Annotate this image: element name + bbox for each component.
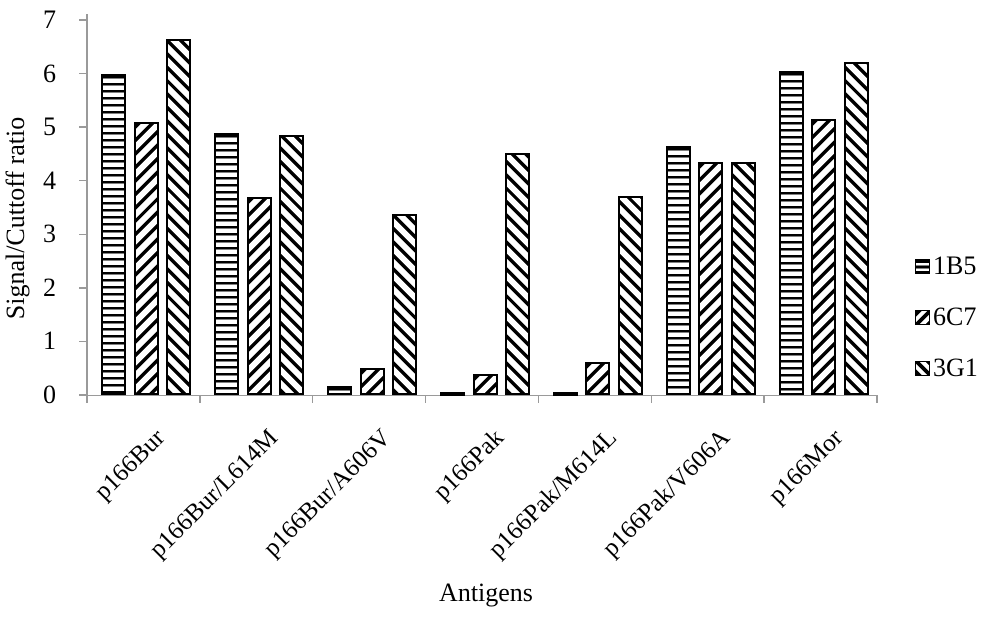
x-tick-mark	[86, 395, 88, 403]
legend-marker-6c7-icon	[915, 309, 930, 325]
x-axis-line	[79, 394, 878, 396]
bar-6c7	[811, 119, 837, 395]
x-tick-mark	[537, 395, 540, 403]
legend-marker-3g1-icon	[915, 360, 930, 376]
legend-label: 3G1	[933, 353, 978, 382]
legend-label: 1B5	[933, 251, 977, 280]
x-tick-mark	[199, 395, 201, 403]
x-tick-mark	[876, 395, 878, 403]
bar-3g1	[843, 61, 869, 395]
bar-3g1	[279, 135, 305, 395]
y-tick-mark	[79, 233, 87, 236]
x-tick-mark	[650, 395, 653, 403]
y-axis-tick-label: 7	[43, 5, 56, 34]
bar-6c7	[133, 121, 159, 395]
x-axis-title: Antigens	[439, 578, 533, 607]
bar-6c7	[585, 361, 611, 395]
bar-6c7	[472, 373, 498, 395]
bar-1b5	[665, 145, 691, 395]
bar-6c7	[359, 368, 385, 395]
legend-label: 6C7	[933, 302, 977, 331]
y-tick-mark	[79, 340, 87, 343]
bar-1b5	[552, 392, 578, 396]
bar-3g1	[392, 214, 418, 395]
legend-item: 1B5	[915, 251, 978, 281]
bar-1b5	[101, 73, 127, 395]
bar-3g1	[505, 152, 530, 395]
legend-item: 3G1	[915, 353, 978, 383]
legend-marker-1b5-icon	[915, 258, 930, 274]
x-category-label: p166Bur	[89, 424, 171, 505]
bar-6c7	[246, 196, 272, 395]
y-axis-tick-label: 0	[43, 380, 56, 409]
x-tick-mark	[311, 395, 314, 403]
y-axis-tick-label: 6	[43, 58, 56, 88]
bar-1b5	[327, 385, 353, 395]
y-axis-tick-label: 4	[43, 165, 56, 195]
y-tick-mark	[79, 179, 87, 182]
x-tick-mark	[763, 395, 765, 403]
bar-1b5	[214, 132, 240, 395]
y-tick-mark	[79, 126, 87, 128]
y-axis-tick-label: 3	[43, 219, 56, 249]
y-axis-tick-label: 2	[43, 272, 56, 302]
bar-3g1	[617, 195, 643, 395]
bar-1b5	[440, 392, 465, 396]
bar-3g1	[730, 161, 756, 395]
bar-6c7	[698, 161, 724, 395]
y-axis-tick-label: 5	[43, 112, 56, 142]
y-axis-tick-label: 1	[43, 326, 56, 356]
y-tick-mark	[79, 72, 87, 75]
y-tick-mark	[79, 394, 87, 396]
y-tick-mark	[79, 19, 87, 21]
x-tick-mark	[424, 395, 427, 403]
legend-item: 6C7	[915, 302, 978, 332]
legend: 1B5 6C7 3G1	[915, 251, 978, 404]
bar-1b5	[778, 70, 804, 395]
y-tick-mark	[79, 287, 87, 289]
bar-3g1	[166, 38, 192, 395]
y-axis-line	[86, 14, 88, 403]
